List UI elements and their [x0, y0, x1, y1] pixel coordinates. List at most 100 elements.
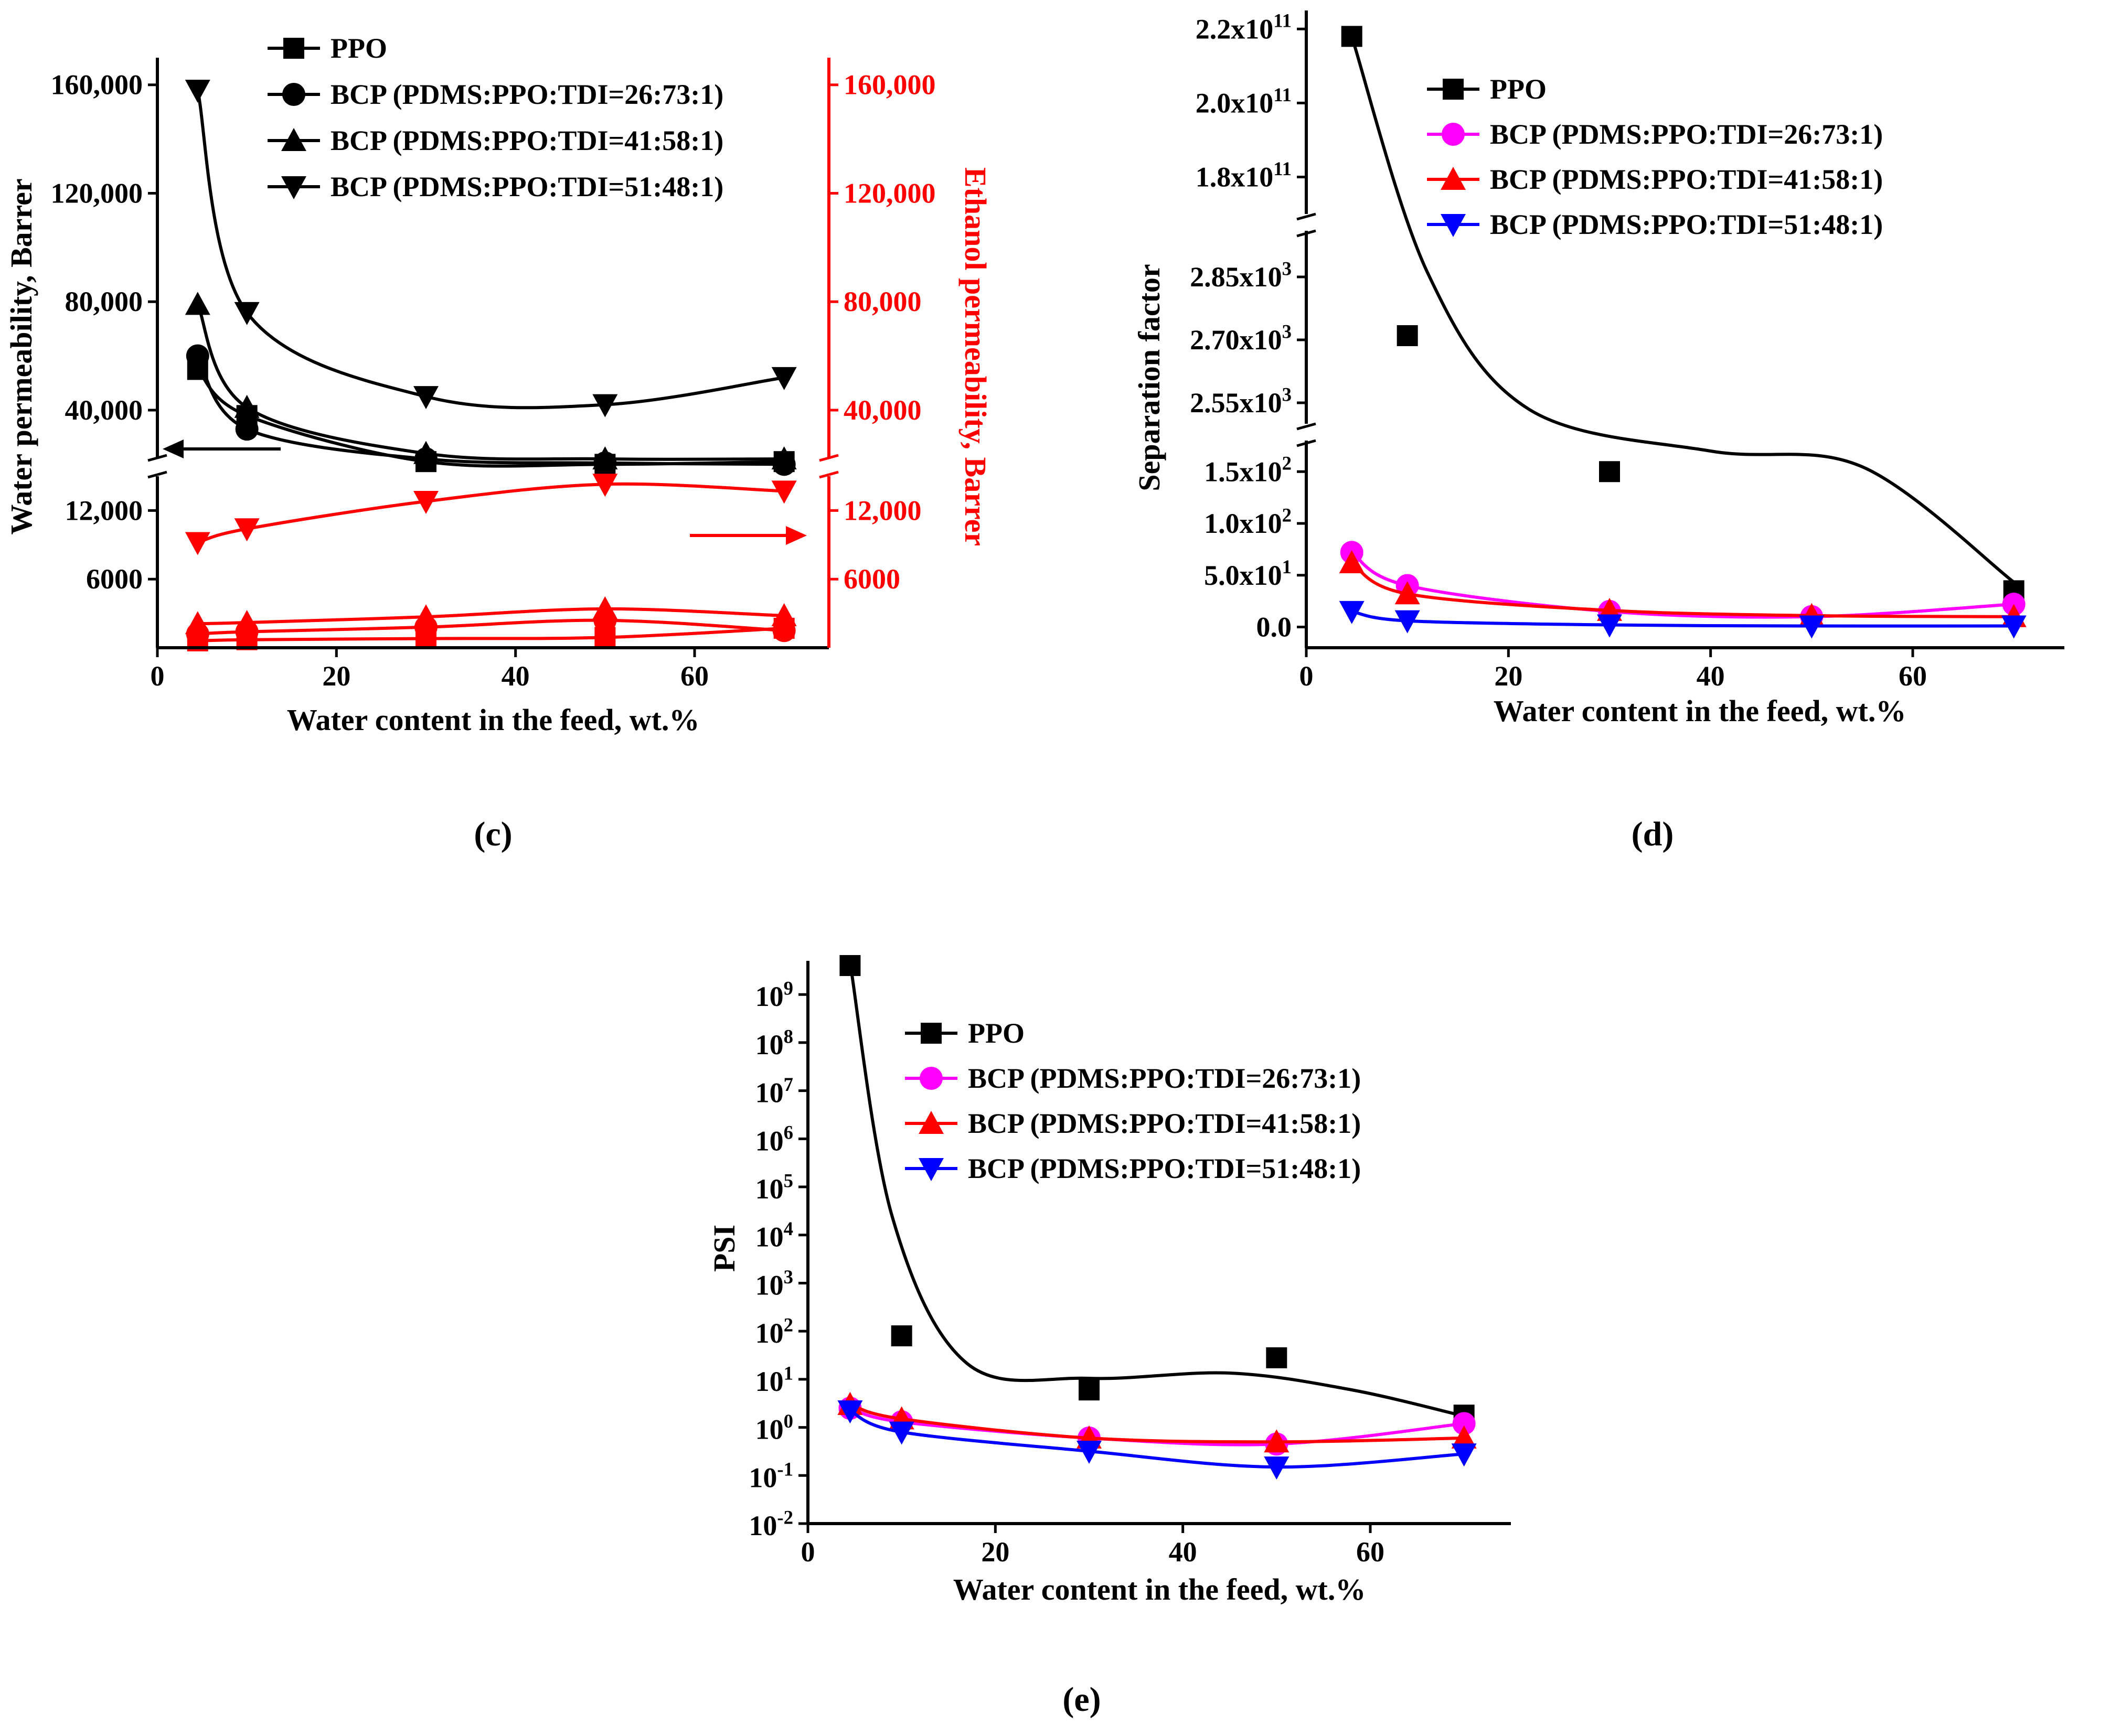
c-left-arrow	[163, 440, 281, 458]
legend-label: BCP (PDMS:PPO:TDI=26:73:1)	[1490, 119, 1883, 150]
series-line	[196, 355, 784, 466]
legend-marker	[282, 83, 305, 106]
series-line	[1350, 551, 2014, 619]
legend-marker	[283, 38, 304, 59]
c-right-axis-break	[819, 454, 839, 479]
series-line	[196, 368, 784, 468]
d-axis-breaks	[1296, 212, 1316, 447]
e-y-title: PSI	[707, 1225, 741, 1272]
c-legend: PPO BCP (PDMS:PPO:TDI=26:73:1) BCP (PDMS:P…	[268, 33, 723, 202]
data-point	[1266, 1347, 1287, 1368]
y-right-tick-label: 120,000	[844, 177, 936, 209]
c-y-right-title: Ethanol permeability, Barrer	[958, 167, 993, 546]
c-left-axis-break	[147, 454, 167, 479]
data-point	[592, 446, 618, 469]
y-tick-label: 103	[755, 1266, 793, 1301]
data-point	[234, 518, 260, 542]
series-line	[1351, 561, 2014, 618]
c-right-arrow	[690, 526, 807, 545]
data-point	[771, 446, 797, 469]
series-line	[196, 304, 784, 461]
data-point	[1341, 26, 1362, 47]
data-point	[1452, 1412, 1476, 1435]
c-y-title: Water permeability, Barrer	[4, 178, 38, 534]
legend-label: BCP (PDMS:PPO:TDI=51:48:1)	[1490, 209, 1883, 240]
data-point	[2001, 615, 2027, 639]
panel-d-axes	[1296, 10, 2064, 649]
y-tick-label: 10-1	[749, 1459, 793, 1494]
data-point	[186, 344, 209, 368]
data-point	[185, 532, 210, 555]
data-point	[413, 386, 439, 410]
c-x-title: Water content in the feed, wt.%	[287, 703, 700, 737]
data-point	[1339, 550, 1365, 574]
e-legend: PPO BCP (PDMS:PPO:TDI=26:73:1) BCP (PDMS:P…	[905, 1017, 1361, 1184]
series-line	[197, 482, 784, 544]
x-tick-label: 60	[1356, 1536, 1384, 1568]
series-line	[197, 607, 784, 626]
e-panel-label: (e)	[1062, 1680, 1101, 1719]
data-point	[1339, 601, 1365, 624]
data-point	[235, 417, 259, 441]
y-tick-label: 107	[755, 1074, 793, 1109]
data-point	[592, 394, 618, 417]
y-tick-label: 104	[755, 1218, 793, 1253]
data-point	[413, 604, 439, 628]
legend-marker	[281, 176, 306, 199]
data-point	[592, 474, 618, 497]
y-right-tick-label: 12,000	[844, 495, 922, 526]
legend-marker	[1441, 167, 1466, 190]
panel-e-axes	[806, 961, 1511, 1525]
x-tick-label: 0	[801, 1536, 815, 1568]
data-point	[1799, 615, 1825, 639]
panel-e-marks: 0 20 40 60 10-2 10-1 100 101 102 103 104 105 106 107 1…	[749, 955, 1477, 1568]
y-tick-label: 5.0x101	[1204, 556, 1292, 591]
d-y-title: Separation factor	[1132, 264, 1166, 491]
x-tick-label: 60	[1899, 660, 1927, 692]
data-point	[839, 955, 861, 976]
y-tick-label: 100	[755, 1410, 793, 1445]
data-point	[837, 1400, 863, 1424]
data-point	[1451, 1443, 1477, 1467]
data-point	[1599, 461, 1620, 483]
panel-c-axes	[147, 58, 839, 649]
legend-label: PPO	[968, 1017, 1025, 1049]
panel-d: 0 20 40 60 1.8x1011 2.0x1011 2.2x1011 2.55x103 2…	[1132, 10, 2064, 853]
legend-label: BCP (PDMS:PPO:TDI=41:58:1)	[331, 125, 723, 156]
data-point	[234, 394, 260, 418]
panel-e: 0 20 40 60 10-2 10-1 100 101 102 103 104 105 106 107 1…	[707, 955, 1511, 1719]
x-tick-label: 40	[1697, 660, 1725, 692]
y-right-tick-label: 160,000	[844, 69, 936, 101]
data-point	[185, 611, 210, 635]
x-tick-label: 0	[151, 660, 165, 692]
data-point	[771, 367, 797, 390]
data-point	[1264, 1429, 1290, 1453]
y-tick-label: 120,000	[51, 177, 143, 209]
data-point	[592, 596, 618, 619]
x-tick-label: 40	[502, 660, 530, 692]
legend-marker	[921, 1023, 942, 1044]
x-tick-label: 20	[1494, 660, 1522, 692]
y-tick-label: 105	[755, 1170, 793, 1205]
d-panel-label: (d)	[1632, 815, 1674, 853]
legend-marker	[1442, 123, 1465, 146]
y-tick-label: 2.70x103	[1190, 320, 1292, 356]
data-point	[185, 80, 210, 103]
y-right-tick-label: 40,000	[844, 394, 922, 426]
series-line	[848, 962, 1465, 1418]
data-point	[1264, 1456, 1290, 1480]
data-point	[1394, 581, 1420, 605]
data-point	[891, 1325, 912, 1347]
legend-marker	[1441, 214, 1466, 237]
data-point	[1397, 325, 1418, 346]
legend-marker	[1443, 79, 1464, 100]
legend-label: BCP (PDMS:PPO:TDI=26:73:1)	[968, 1063, 1361, 1094]
y-right-tick-label: 6000	[844, 563, 900, 595]
data-point	[185, 292, 210, 315]
legend-marker	[919, 1158, 944, 1181]
data-point	[234, 302, 260, 325]
legend-marker	[281, 128, 306, 151]
y-tick-label: 108	[755, 1025, 793, 1060]
legend-marker	[919, 1111, 944, 1134]
